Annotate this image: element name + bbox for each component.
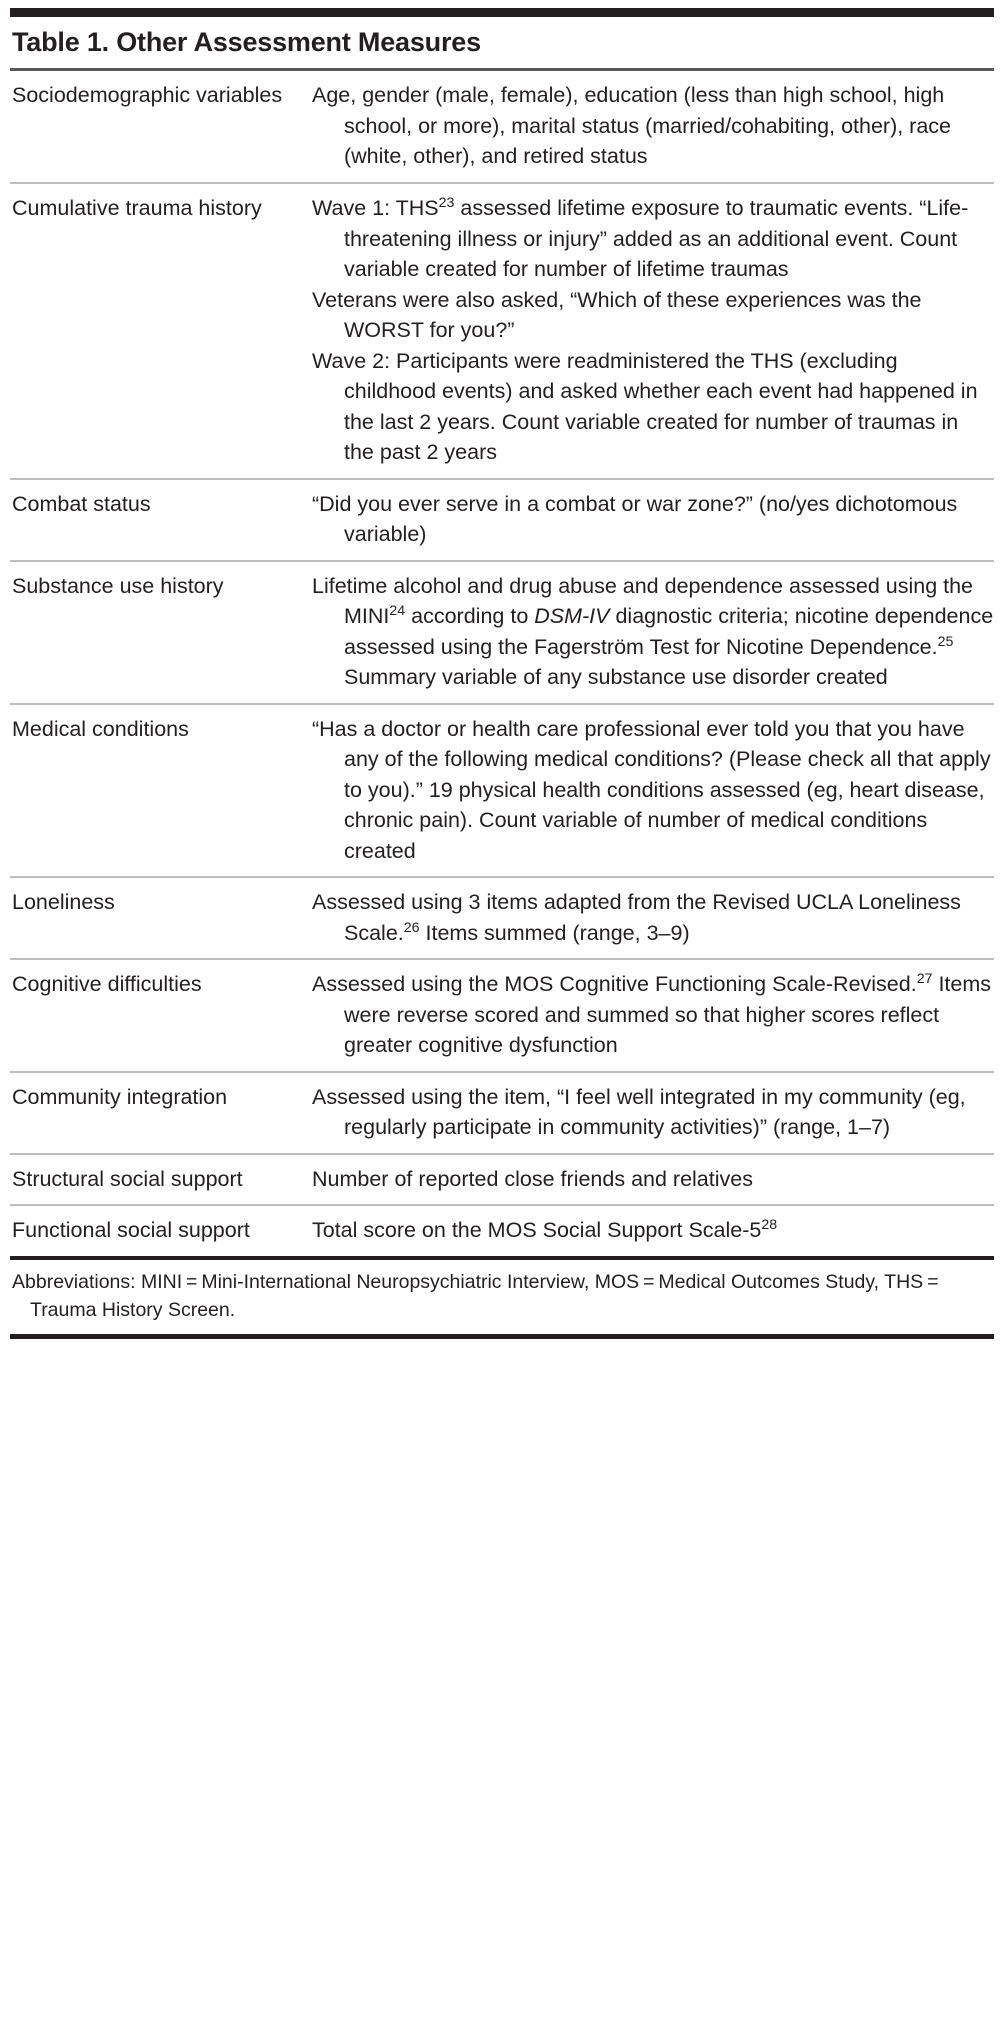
text-segment: Veterans were also asked, “Which of thes… (312, 287, 922, 343)
reference-superscript: 25 (937, 633, 954, 650)
description-paragraph: Assessed using the MOS Cognitive Functio… (312, 969, 994, 1061)
table-top-rule (10, 8, 994, 17)
text-segment: Summary variable of any substance use di… (344, 665, 888, 690)
table-row-divider (10, 477, 994, 480)
table-row: Cognitive difficulties Assessed using the… (10, 960, 994, 1071)
table-row: Sociodemographic variables Age, gender (m… (10, 71, 994, 182)
table-row: Functional social support Total score on … (10, 1206, 994, 1256)
measure-name-cell: Sociodemographic variables (12, 83, 283, 108)
measure-description-cell: Lifetime alcohol and drug abuse and depe… (312, 571, 994, 693)
table-row-divider (10, 1070, 994, 1073)
text-segment: Total score on the MOS Social Support Sc… (312, 1218, 762, 1243)
measure-description-cell: Assessed using the item, “I feel well in… (312, 1082, 994, 1143)
text-segment: Age, gender (male, female), education (l… (312, 83, 952, 169)
description-paragraph: “Did you ever serve in a combat or war z… (312, 489, 994, 550)
table-body: Sociodemographic variables Age, gender (m… (10, 71, 994, 1256)
measure-description-cell: Age, gender (male, female), education (l… (312, 80, 994, 172)
description-paragraph: Lifetime alcohol and drug abuse and depe… (312, 571, 994, 693)
measure-name-cell: Community integration (12, 1084, 228, 1109)
description-paragraph: Age, gender (male, female), education (l… (312, 80, 994, 172)
text-segment: according to (405, 604, 535, 629)
text-segment: Number of reported close friends and rel… (312, 1166, 753, 1191)
text-segment: “Did you ever serve in a combat or war z… (312, 491, 958, 547)
measure-description-cell: “Has a doctor or health care professiona… (312, 714, 994, 867)
text-segment: assessed lifetime exposure to traumatic … (344, 195, 969, 282)
measure-description-cell: Assessed using 3 items adapted from the … (312, 887, 994, 948)
description-paragraph: Number of reported close friends and rel… (312, 1164, 994, 1195)
measure-name-cell: Cognitive difficulties (12, 972, 202, 997)
measure-name-cell: Loneliness (12, 890, 115, 915)
table-abbreviations-footnote: Abbreviations: MINI = Mini-International… (12, 1270, 943, 1321)
table-row: Community integration Assessed using the … (10, 1073, 994, 1153)
table-row-divider (10, 1204, 994, 1207)
table-title: Table 1. Other Assessment Measures (12, 27, 481, 57)
description-paragraph: Assessed using 3 items adapted from the … (312, 887, 994, 948)
text-segment: “Has a doctor or health care professiona… (312, 716, 991, 863)
description-paragraph: Wave 1: THS23 assessed lifetime exposure… (312, 193, 994, 285)
description-paragraph: Total score on the MOS Social Support Sc… (312, 1215, 994, 1246)
table-row: Substance use history Lifetime alcohol an… (10, 562, 994, 703)
description-paragraph: Veterans were also asked, “Which of thes… (312, 285, 994, 346)
description-paragraph: Assessed using the item, “I feel well in… (312, 1082, 994, 1143)
table-row-divider (10, 559, 994, 562)
table-row: Combat status “Did you ever serve in a co… (10, 480, 994, 560)
measure-description-cell: Wave 1: THS23 assessed lifetime exposure… (312, 193, 994, 468)
table-bottom-rule (10, 1334, 994, 1340)
measure-name-cell: Substance use history (12, 573, 224, 598)
description-paragraph: Wave 2: Participants were readministered… (312, 346, 994, 468)
table-footnote-top-rule (10, 1255, 994, 1260)
text-segment: Wave 2: Participants were readministered… (312, 348, 978, 465)
table-title-rule (10, 68, 994, 72)
text-segment: Assessed using the item, “I feel well in… (312, 1084, 966, 1140)
text-segment: Assessed using the MOS Cognitive Functio… (312, 972, 917, 997)
table-row: Cumulative trauma history Wave 1: THS23 a… (10, 184, 994, 478)
table-row-divider (10, 1152, 994, 1155)
text-segment: Wave 1: THS (312, 195, 439, 220)
measure-name-cell: Combat status (12, 491, 151, 516)
measure-name-cell: Medical conditions (12, 716, 189, 741)
reference-superscript: 23 (438, 194, 455, 211)
table-row-divider (10, 958, 994, 961)
table-row-divider (10, 181, 994, 184)
text-segment: diagnostic criteria; nicotine dependence… (344, 604, 994, 659)
measure-name-cell: Structural social support (12, 1166, 243, 1191)
measure-name-cell: Cumulative trauma history (12, 195, 262, 220)
text-segment: Items were reverse scored and summed so … (344, 972, 992, 1058)
measure-name-cell: Functional social support (12, 1218, 250, 1243)
table-row: Loneliness Assessed using 3 items adapted… (10, 878, 994, 958)
table-row-divider (10, 876, 994, 879)
measure-description-cell: “Did you ever serve in a combat or war z… (312, 489, 994, 550)
reference-superscript: 28 (761, 1217, 778, 1234)
measure-description-cell: Total score on the MOS Social Support Sc… (312, 1215, 994, 1246)
table-row: Structural social support Number of repor… (10, 1155, 994, 1205)
assessment-measures-table: Table 1. Other Assessment Measures Socio… (0, 8, 1004, 1340)
description-paragraph: “Has a doctor or health care professiona… (312, 714, 994, 867)
text-segment: Items summed (range, 3–9) (419, 920, 690, 945)
text-segment: Assessed using 3 items adapted from the … (312, 890, 961, 945)
table-row-divider (10, 702, 994, 705)
reference-superscript: 26 (403, 919, 420, 936)
measure-description-cell: Number of reported close friends and rel… (312, 1164, 994, 1195)
table-row: Medical conditions “Has a doctor or healt… (10, 705, 994, 877)
measure-description-cell: Assessed using the MOS Cognitive Functio… (312, 969, 994, 1061)
text-segment: Lifetime alcohol and drug abuse and depe… (312, 573, 974, 629)
italic-term: DSM-IV (534, 604, 610, 629)
reference-superscript: 24 (389, 603, 406, 620)
reference-superscript: 27 (916, 971, 933, 988)
